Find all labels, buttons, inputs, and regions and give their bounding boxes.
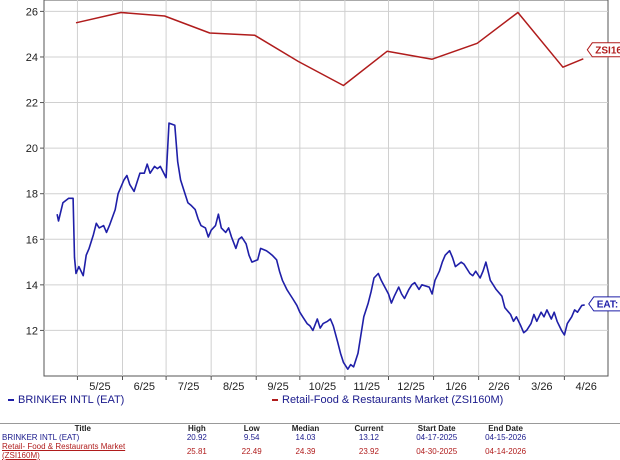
x-tick-label: 4/26 [575,381,596,392]
x-tick-label: 12/25 [397,381,425,392]
legend-item-zsi: Retail-Food & Restaurants Market (ZSI160… [272,394,503,406]
cell-start-date: 04-17-2025 [416,433,458,442]
legend-item-eat: BRINKER INTL (EAT) [8,394,124,406]
y-tick-label: 16 [26,234,38,246]
header-title: Title [74,424,91,433]
legend-swatch-eat [8,399,14,402]
y-tick-label: 18 [26,189,38,201]
cell-title: Retail- Food & Restaurants Market (ZSI16… [2,442,126,460]
end-label-text-zsi: ZSI160M: 23.92 [595,45,620,56]
y-tick-label: 14 [26,280,38,292]
stats-row-eat: BRINKER INTL (EAT) 20.92 9.54 14.03 13.1… [0,433,540,442]
cell-end-date: 04-15-2026 [485,433,527,442]
x-tick-label: 1/26 [445,381,466,392]
y-tick-label: 20 [26,143,38,155]
x-tick-label: 11/25 [353,381,380,392]
x-tick-label: 3/26 [531,381,552,392]
stats-row-zsi: Retail- Food & Restaurants Market (ZSI16… [0,442,540,460]
stats-header-row: Title High Low Median Current Start Date… [0,424,540,433]
header-start-date: Start Date [417,424,456,433]
y-axis-ticks: 12 14 16 18 20 22 24 26 [26,6,44,337]
cell-end-date: 04-14-2026 [485,446,527,456]
end-labels: EAT: 13.12 ZSI160M: 23.92 [586,42,620,312]
legend-swatch-zsi [272,399,278,402]
x-axis-ticks: 5/25 6/25 7/25 8/25 9/25 10/25 11/25 12/25 1/26 2… [76,376,597,392]
legend: BRINKER INTL (EAT) Retail-Food & Restaur… [0,394,620,410]
y-tick-label: 12 [26,325,38,337]
header-low: Low [243,424,260,433]
x-tick-label: 8/25 [223,381,244,392]
cell-median: 24.39 [295,446,316,456]
y-tick-label: 22 [26,98,38,110]
header-end-date: End Date [488,424,523,433]
cell-current: 23.92 [358,446,379,456]
x-tick-label: 2/26 [488,381,509,392]
y-tick-label: 24 [26,52,38,64]
end-label-box-eat [588,296,620,312]
stats-table: Title High Low Median Current Start Date… [0,423,620,460]
line-chart: 12 14 16 18 20 22 24 26 5/25 6/25 7/25 8/25 9/25 10/… [26,0,620,392]
cell-current: 13.12 [358,433,379,442]
end-label-zsi: ZSI160M: 23.92 [586,42,620,58]
legend-label-zsi: Retail-Food & Restaurants Market (ZSI160… [282,394,504,406]
y-tick-label: 26 [26,6,38,18]
header-current: Current [354,424,384,433]
cell-start-date: 04-30-2025 [416,446,458,456]
x-tick-label: 5/25 [89,381,110,392]
end-label-box-zsi [586,42,620,58]
header-high: High [187,424,206,433]
x-tick-label: 9/25 [267,381,288,392]
end-label-eat: EAT: 13.12 [588,296,620,312]
x-tick-label: 10/25 [309,381,337,392]
header-median: Median [291,424,320,433]
series-line-zsi [75,11,584,87]
cell-low: 9.54 [243,433,260,442]
series-layer [56,11,585,370]
series-line-eat [56,122,585,370]
cell-high: 20.92 [186,433,207,442]
x-tick-label: 6/25 [134,381,155,392]
cell-median: 14.03 [295,433,316,442]
cell-title: BRINKER INTL (EAT) [2,433,80,442]
end-label-text-eat: EAT: 13.12 [597,299,620,310]
legend-label-eat: BRINKER INTL (EAT) [18,394,125,406]
x-tick-label: 7/25 [178,381,199,392]
cell-high: 25.81 [186,446,207,456]
cell-low: 22.49 [241,446,262,456]
plot-background [43,0,609,377]
